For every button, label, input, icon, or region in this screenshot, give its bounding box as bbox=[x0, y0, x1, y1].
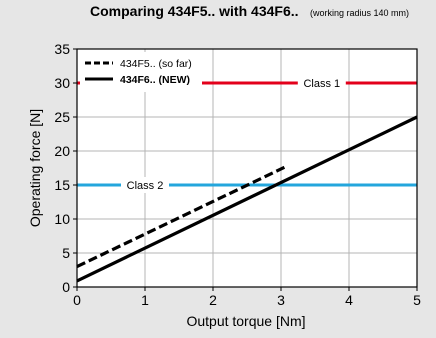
y-tick-label: 35 bbox=[54, 41, 70, 57]
y-tick-label: 15 bbox=[54, 177, 70, 193]
y-tick-label: 0 bbox=[62, 279, 70, 295]
x-axis-label: Output torque [Nm] bbox=[186, 313, 305, 329]
x-tick-label: 4 bbox=[345, 292, 353, 308]
reference-line-label-bg bbox=[121, 177, 169, 193]
y-tick-label: 5 bbox=[62, 245, 70, 261]
y-tick-label: 10 bbox=[54, 211, 70, 227]
legend: 434F5.. (so far) 434F6.. (NEW) bbox=[80, 52, 202, 92]
y-tick-label: 25 bbox=[54, 109, 70, 125]
x-tick-label: 0 bbox=[73, 292, 81, 308]
chart-subtitle: (working radius 140 mm) bbox=[310, 8, 409, 18]
y-axis-label: Operating force [N] bbox=[27, 109, 43, 227]
x-tick-label: 3 bbox=[277, 292, 285, 308]
legend-label: 434F5.. (so far) bbox=[120, 58, 192, 70]
reference-line-label-bg bbox=[297, 75, 346, 91]
x-tick-label: 5 bbox=[413, 292, 421, 308]
series-line bbox=[76, 115, 418, 283]
x-tick-label: 2 bbox=[209, 292, 217, 308]
y-tick-label: 20 bbox=[54, 143, 70, 159]
y-tick-label: 30 bbox=[54, 75, 70, 91]
plot-area: 0 1 2 3 4 5 0 5 10 15 20 25 30 35 Class 1 Class 2 434F5.… bbox=[54, 41, 421, 308]
reference-line-label: Class 1 bbox=[303, 78, 340, 90]
plot-border bbox=[76, 48, 418, 288]
reference-line-label: Class 2 bbox=[127, 180, 164, 192]
legend-background bbox=[80, 52, 202, 92]
chart-title: Comparing 434F5.. with 434F6.. bbox=[90, 3, 299, 19]
legend-label: 434F6.. (NEW) bbox=[120, 74, 190, 86]
x-tick-label: 1 bbox=[141, 292, 149, 308]
